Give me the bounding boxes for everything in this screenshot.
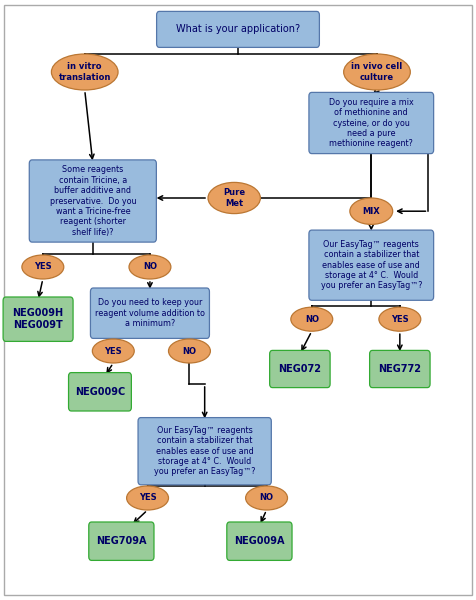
Text: Our EasyTag™ reagents
contain a stabilizer that
enables ease of use and
storage : Our EasyTag™ reagents contain a stabiliz… — [320, 240, 422, 290]
Ellipse shape — [22, 255, 64, 279]
FancyBboxPatch shape — [30, 160, 156, 242]
Ellipse shape — [344, 54, 410, 90]
Text: NEG772: NEG772 — [378, 364, 421, 374]
FancyBboxPatch shape — [309, 230, 434, 300]
Text: in vivo cell
culture: in vivo cell culture — [351, 62, 403, 82]
Text: YES: YES — [391, 314, 409, 323]
Ellipse shape — [169, 339, 210, 363]
Text: NO: NO — [259, 493, 274, 502]
FancyBboxPatch shape — [269, 350, 330, 388]
Text: NO: NO — [182, 346, 197, 355]
FancyBboxPatch shape — [227, 522, 292, 560]
Ellipse shape — [208, 182, 260, 214]
Text: What is your application?: What is your application? — [176, 25, 300, 34]
Text: Some reagents
contain Tricine, a
buffer additive and
preservative.  Do you
want : Some reagents contain Tricine, a buffer … — [50, 165, 136, 236]
Ellipse shape — [350, 198, 393, 224]
FancyBboxPatch shape — [138, 418, 271, 485]
Text: YES: YES — [104, 346, 122, 355]
Text: NEG072: NEG072 — [278, 364, 321, 374]
Ellipse shape — [291, 307, 333, 331]
FancyBboxPatch shape — [4, 5, 472, 595]
FancyBboxPatch shape — [90, 288, 209, 338]
Ellipse shape — [379, 307, 421, 331]
Text: in vitro
translation: in vitro translation — [59, 62, 111, 82]
FancyBboxPatch shape — [69, 373, 131, 411]
FancyBboxPatch shape — [309, 92, 434, 154]
FancyBboxPatch shape — [3, 297, 73, 341]
Text: NO: NO — [143, 262, 157, 271]
Text: YES: YES — [139, 493, 157, 502]
Text: YES: YES — [34, 262, 52, 271]
Text: MIX: MIX — [362, 206, 380, 215]
Ellipse shape — [246, 486, 288, 510]
Ellipse shape — [51, 54, 118, 90]
Ellipse shape — [127, 486, 169, 510]
Text: Pure
Met: Pure Met — [223, 188, 245, 208]
Text: NEG709A: NEG709A — [96, 536, 147, 546]
Ellipse shape — [92, 339, 134, 363]
Text: Our EasyTag™ reagents
contain a stabilizer that
enables ease of use and
storage : Our EasyTag™ reagents contain a stabiliz… — [154, 426, 256, 476]
FancyBboxPatch shape — [157, 11, 319, 47]
Text: NO: NO — [305, 314, 319, 323]
Text: Do you require a mix
of methionine and
cysteine, or do you
need a pure
methionin: Do you require a mix of methionine and c… — [329, 98, 414, 148]
Ellipse shape — [129, 255, 171, 279]
Text: NEG009H
NEG009T: NEG009H NEG009T — [12, 308, 64, 330]
FancyBboxPatch shape — [369, 350, 430, 388]
Text: Do you need to keep your
reagent volume addition to
a minimum?: Do you need to keep your reagent volume … — [95, 298, 205, 328]
Text: NEG009C: NEG009C — [75, 387, 125, 397]
FancyBboxPatch shape — [89, 522, 154, 560]
Text: NEG009A: NEG009A — [234, 536, 285, 546]
